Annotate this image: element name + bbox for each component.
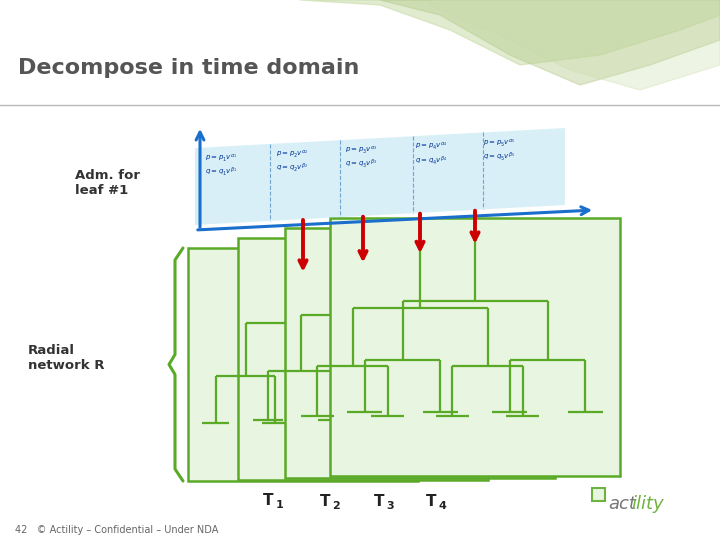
Text: Adm. for
leaf #1: Adm. for leaf #1 bbox=[75, 169, 140, 197]
Text: $p=p_1v^{\alpha_1}$: $p=p_1v^{\alpha_1}$ bbox=[205, 152, 238, 164]
Text: T: T bbox=[264, 493, 274, 508]
Text: $q=q_1v^{\beta_1}$: $q=q_1v^{\beta_1}$ bbox=[205, 165, 238, 178]
Text: $p=p_4v^{\alpha_4}$: $p=p_4v^{\alpha_4}$ bbox=[415, 141, 447, 152]
Polygon shape bbox=[430, 0, 720, 90]
Text: 1: 1 bbox=[276, 500, 283, 510]
Text: $q=q_5v^{\beta_5}$: $q=q_5v^{\beta_5}$ bbox=[483, 151, 516, 163]
Text: $q=q_3v^{\beta_3}$: $q=q_3v^{\beta_3}$ bbox=[345, 158, 377, 171]
Text: 4: 4 bbox=[438, 501, 446, 511]
Text: T: T bbox=[320, 494, 330, 509]
Text: T: T bbox=[426, 494, 437, 509]
Text: $q=q_2v^{\beta_2}$: $q=q_2v^{\beta_2}$ bbox=[276, 161, 308, 174]
Text: 2: 2 bbox=[333, 501, 341, 511]
Text: ility: ility bbox=[631, 495, 664, 513]
FancyBboxPatch shape bbox=[330, 218, 620, 476]
Text: 3: 3 bbox=[387, 501, 394, 511]
Text: Decompose in time domain: Decompose in time domain bbox=[18, 58, 359, 78]
Polygon shape bbox=[195, 128, 565, 225]
FancyBboxPatch shape bbox=[285, 228, 555, 478]
FancyBboxPatch shape bbox=[188, 248, 418, 481]
Polygon shape bbox=[380, 0, 720, 85]
Text: T: T bbox=[374, 494, 384, 509]
Text: $q=q_4v^{\beta_4}$: $q=q_4v^{\beta_4}$ bbox=[415, 154, 447, 167]
Text: $p=p_3v^{\alpha_3}$: $p=p_3v^{\alpha_3}$ bbox=[345, 145, 377, 156]
Polygon shape bbox=[300, 0, 720, 65]
FancyBboxPatch shape bbox=[238, 238, 488, 480]
Text: act: act bbox=[608, 495, 636, 513]
Text: $p=p_2v^{\alpha_2}$: $p=p_2v^{\alpha_2}$ bbox=[276, 148, 308, 160]
Text: $p=p_5v^{\alpha_5}$: $p=p_5v^{\alpha_5}$ bbox=[483, 138, 516, 148]
FancyBboxPatch shape bbox=[592, 488, 605, 501]
Text: Radial
network R: Radial network R bbox=[28, 344, 104, 372]
Text: 42   © Actility – Confidential – Under NDA: 42 © Actility – Confidential – Under NDA bbox=[15, 525, 218, 535]
